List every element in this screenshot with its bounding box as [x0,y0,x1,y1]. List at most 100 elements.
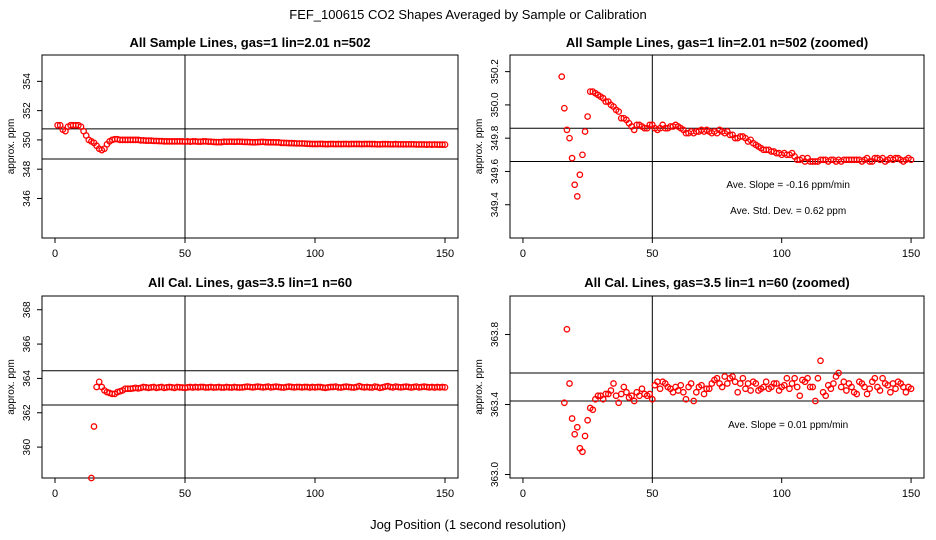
panel-4-point [700,390,708,398]
panel-3-point [439,383,446,391]
panel-4-point [656,385,664,393]
panel-4-point [615,399,623,407]
panel-2-ytick-label: 350.0 [490,92,501,117]
panel-1-ylabel: approx. ppm [6,119,17,175]
panel-2-point [726,131,734,139]
panel-4-point [806,383,814,391]
panel-1-xtick-label: 100 [306,248,324,260]
panel-2-point [566,134,573,142]
panel-4-point [705,385,713,393]
panel-4-point [623,388,630,396]
panel-4-point [692,388,700,396]
panel-3-point [88,474,95,482]
panel-4-point [571,430,579,438]
panel-2-ytick-label: 350.2 [490,59,501,84]
panel-4-point [791,374,798,382]
panel-3-xtick-label: 0 [52,488,58,500]
panel-1-xtick-label: 0 [52,248,58,260]
panel-4-point [887,388,894,396]
panel-4-point [607,387,615,394]
panel-1-point [439,141,446,148]
panel-2-ytick-label: 349.6 [490,159,501,184]
panel-4-point [680,388,687,396]
panel-4-point [907,385,915,393]
panel-3-ylabel: approx. ppm [6,359,17,415]
panel-2-xtick-label: 150 [902,248,920,260]
panel-2-point [563,126,571,134]
panel-4-point [682,395,690,403]
panel-4-point [573,423,581,431]
panel-4-point [752,380,760,387]
panel-4-point [835,369,842,377]
panel-4-point [871,374,879,382]
panel-1-ytick-label: 352 [22,102,33,119]
panel-4-point [747,387,754,394]
panel-4-ylabel: approx. ppm [474,359,485,415]
panel-4-point [602,390,610,398]
panel-4-point [718,383,726,391]
panel-1-ytick-label: 354 [22,73,33,90]
panel-4-point [677,381,685,389]
panel-3-xtick-label: 100 [306,488,324,500]
panel-3-ytick-label: 366 [22,335,33,352]
panel-4-point [646,390,654,398]
panel-4-point [734,388,742,396]
panel-4-point [814,374,822,382]
panel-2-point [573,193,581,200]
panel-4-point [770,380,778,387]
panel-4-point [876,387,884,394]
panel-3-xtick-label: 150 [436,488,454,500]
panel-4-point [848,383,855,391]
panel-3-point [90,423,98,430]
panel-4-point [584,416,591,424]
panel-4-point [793,383,801,391]
panel-4-point [589,406,597,414]
panel-2-frame [509,54,925,239]
panel-4-point [563,325,571,333]
panel-4-point [581,432,589,440]
panel-4-point [610,380,617,387]
panel-3-frame [41,295,459,479]
panel-3-point [95,378,103,386]
panel-2-point [907,156,915,164]
panel-4-point [723,380,731,387]
panel-4-point [853,390,861,398]
panel-4-title: All Cal. Lines, gas=3.5 lin=1 n=60 (zoom… [584,275,850,290]
panel-1-point [441,141,449,148]
panel-4-point [638,385,646,393]
panel-4-point [788,380,796,387]
panel-2-point [560,104,568,112]
panel-2-annotation: Ave. Slope = -0.16 ppm/min [726,180,850,191]
panel-4-point [620,383,628,391]
panel-4-point [648,395,656,403]
panel-4-point [630,397,638,405]
panel-3-ytick-label: 368 [22,301,33,318]
panel-2-annotation: Ave. Std. Dev. = 0.62 ppm [730,206,846,217]
panel-4-point [837,383,845,391]
panel-2-point [641,124,648,132]
panel-2-ylabel: approx. ppm [474,119,485,175]
panel-4-frame [509,295,925,479]
panel-2-ytick-label: 349.4 [490,192,501,217]
panel-4-xtick-label: 150 [902,488,920,500]
panel-2-point [866,158,874,165]
panel-2-point [581,128,589,135]
panel-2-xtick-label: 50 [646,248,658,260]
panel-2-ytick-label: 349.8 [490,125,501,150]
figure-xlabel: Jog Position (1 second resolution) [370,517,566,532]
panel-4-point [827,385,835,393]
panel-4-ytick-label: 363.4 [490,392,501,417]
panel-4-point [762,378,770,386]
panel-3-ytick-label: 362 [22,404,33,421]
panel-4-point [713,374,721,382]
panel-4-point [843,387,850,394]
panel-1-xtick-label: 50 [179,248,191,260]
panel-4-point [811,397,819,405]
panel-4-point [599,395,607,403]
panel-4-point [739,374,747,382]
panel-4-point [796,392,804,400]
panel-4-point [879,374,886,382]
panel-2-point [615,108,623,115]
panel-3-xtick-label: 50 [179,488,191,500]
panel-2-point [568,154,576,162]
